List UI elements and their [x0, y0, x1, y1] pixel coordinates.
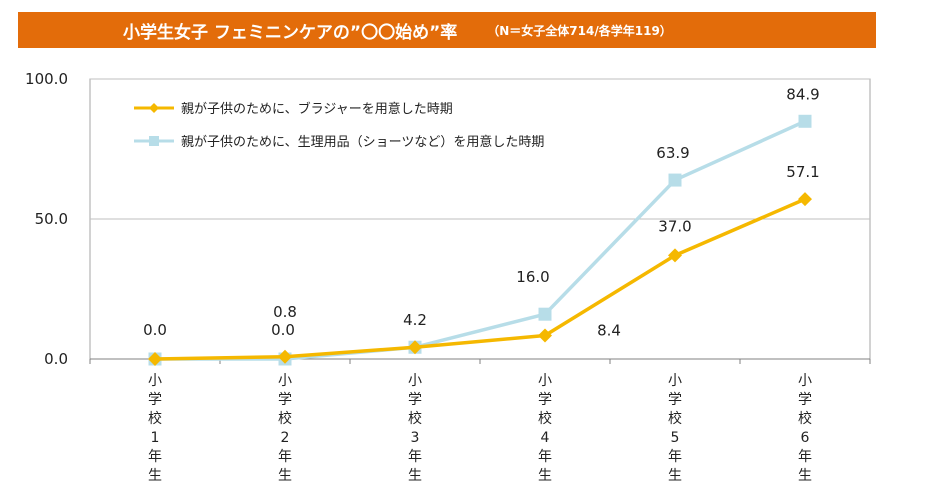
series-point [148, 352, 162, 366]
series-point [538, 328, 552, 343]
legend-marker [149, 136, 159, 146]
x-category-label: 小学校 1 年生 [148, 373, 162, 484]
series-point [538, 307, 552, 321]
data-label: 16.0 [516, 268, 549, 286]
data-label: 57.1 [786, 163, 819, 181]
y-tick-label: 0.0 [44, 350, 68, 368]
data-label: 63.9 [656, 144, 689, 162]
chart-title-bar: 小学生女子 フェミニンケアの”〇〇始め”率 （N＝女子全体714/各学年119） [18, 12, 876, 48]
series-line [155, 119, 806, 361]
legend-label: 親が子供のために、生理用品（ショーツなど）を用意した時期 [181, 134, 544, 150]
chart-title: 小学生女子 フェミニンケアの”〇〇始め”率 [123, 22, 458, 43]
legend-label: 親が子供のために、ブラジャーを用意した時期 [181, 101, 453, 117]
data-label: 84.9 [786, 85, 819, 103]
x-category-label: 小学校 4 年生 [538, 373, 552, 484]
series-point [408, 340, 422, 355]
legend-marker [149, 103, 159, 113]
series-point [668, 173, 682, 187]
series-point [278, 349, 292, 364]
x-category-label: 小学校 3 年生 [408, 373, 422, 484]
data-label: 0.0 [271, 321, 295, 339]
data-label: 4.2 [403, 311, 427, 329]
data-label: 0.0 [143, 321, 167, 339]
x-category-label: 小学校 6 年生 [798, 373, 812, 484]
data-label: 37.0 [658, 217, 691, 235]
x-category-label: 小学校 5 年生 [668, 373, 682, 484]
x-category-label: 小学校 2 年生 [278, 373, 292, 484]
y-tick-label: 100.0 [25, 70, 68, 88]
series-point [798, 192, 812, 207]
data-label: 0.8 [273, 303, 297, 321]
chart-subtitle: （N＝女子全体714/各学年119） [487, 23, 672, 38]
y-tick-label: 50.0 [35, 210, 68, 228]
series-point [798, 114, 812, 128]
series-point [668, 248, 682, 263]
data-label: 8.4 [597, 321, 621, 339]
series-line [154, 197, 806, 361]
